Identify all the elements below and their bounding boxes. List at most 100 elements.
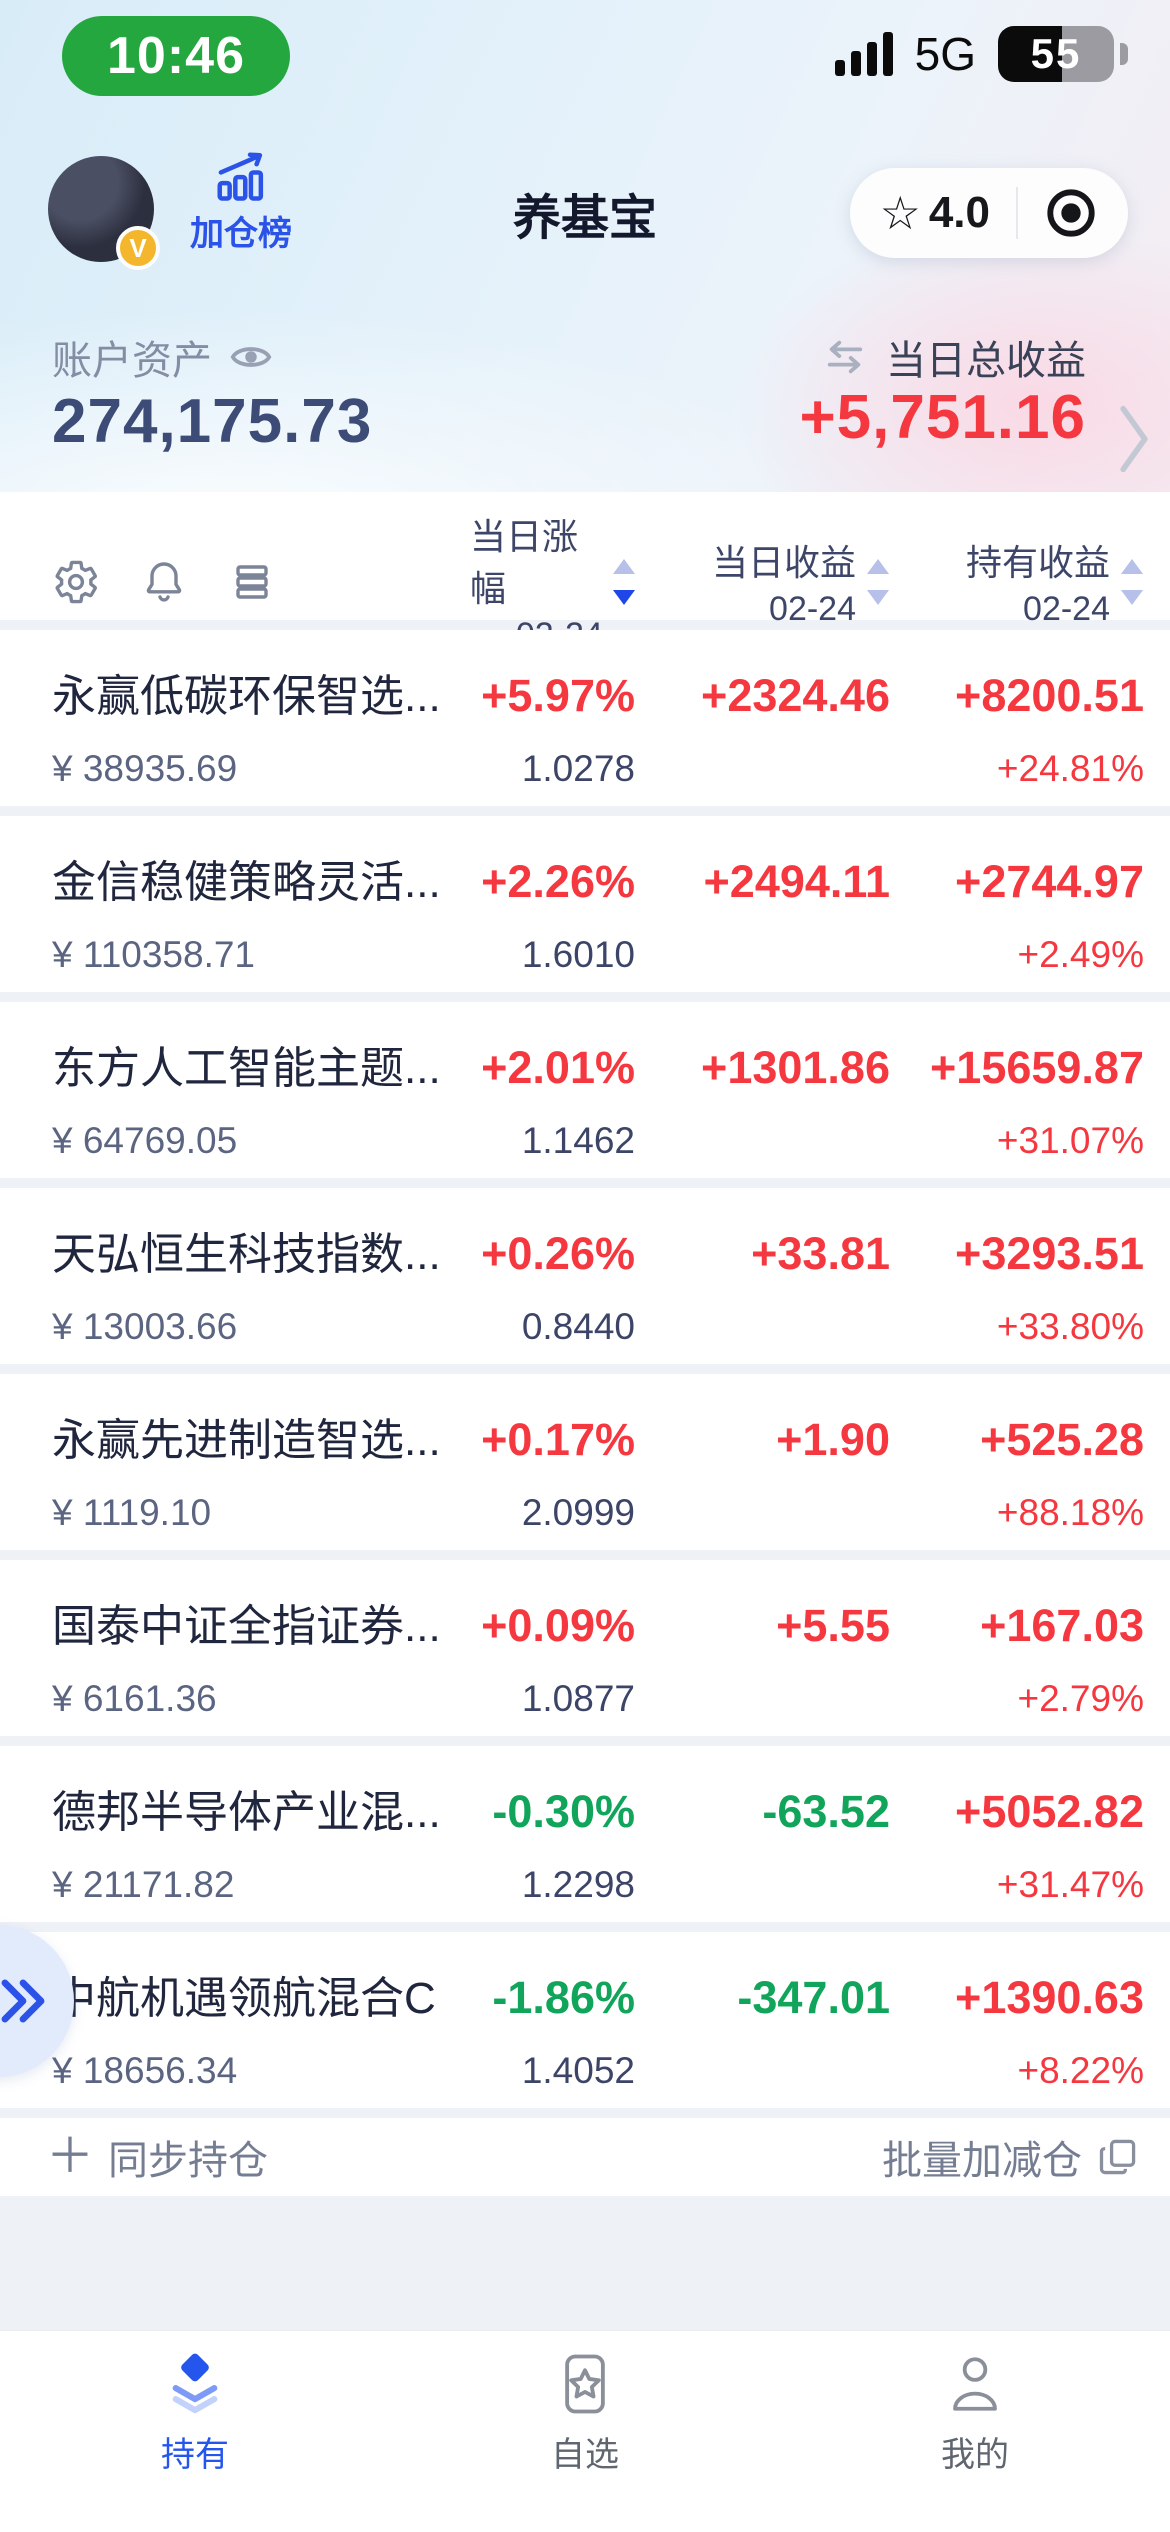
fund-nav: 1.4052 [521, 2050, 635, 2091]
fund-hold-percent: +31.07% [996, 1120, 1144, 1161]
fund-name: 德邦半导体产业混... [52, 1788, 441, 1837]
verified-badge: V [116, 226, 160, 270]
fund-row[interactable]: 国泰中证全指证券... +0.09% +5.55 +167.03 ¥ 6161.… [0, 1560, 1170, 1736]
battery-nub [1120, 43, 1128, 65]
miniprogram-capsule: ☆ 4.0 [849, 168, 1128, 258]
settings-gear-icon[interactable] [52, 558, 100, 606]
fund-list: 永赢低碳环保智选... +5.97% +2324.46 +8200.51 ¥ 3… [0, 630, 1170, 2108]
fund-row[interactable]: 永赢低碳环保智选... +5.97% +2324.46 +8200.51 ¥ 3… [0, 630, 1170, 806]
fund-hold-profit: +15659.87 [930, 1042, 1144, 1093]
toggle-visibility-eye-icon[interactable] [228, 334, 274, 380]
sort-column-daily[interactable]: 当日收益 02-24 [635, 534, 890, 629]
col-daily-label: 当日收益 [711, 542, 856, 583]
tab-holdings[interactable]: 持有 [0, 2331, 390, 2532]
fund-hold-percent: +2.49% [1017, 934, 1144, 975]
list-view-icon[interactable] [228, 558, 276, 606]
fund-daily-profit: -347.01 [737, 1972, 890, 2023]
fund-hold-percent: +2.79% [1017, 1678, 1144, 1719]
fund-hold-profit: +2744.97 [955, 856, 1144, 907]
fund-row[interactable]: 天弘恒生科技指数... +0.26% +33.81 +3293.51 ¥ 130… [0, 1188, 1170, 1364]
page-title: 养基宝 [512, 192, 657, 245]
col-hold-label: 持有收益 [965, 542, 1110, 583]
leaderboard-button[interactable]: 加仓榜 [186, 150, 296, 255]
fund-hold-profit: +525.28 [980, 1414, 1144, 1465]
fund-name: 东方人工智能主题... [52, 1044, 441, 1093]
holdings-layers-icon [172, 2353, 218, 2414]
notification-bell-icon[interactable] [140, 558, 188, 606]
fund-change: +0.17% [481, 1414, 635, 1465]
capsule-divider [1016, 187, 1018, 239]
fund-change: +5.97% [481, 670, 635, 721]
rising-bar-chart-icon [217, 152, 264, 201]
fund-name: 国泰中证全指证券... [52, 1602, 441, 1651]
detail-chevron-icon[interactable] [1112, 400, 1156, 478]
battery-icon: 55 [998, 26, 1114, 82]
fund-hold-profit: +167.03 [980, 1600, 1144, 1651]
fund-nav: 2.0999 [521, 1492, 635, 1533]
fund-change: +0.09% [481, 1600, 635, 1651]
daily-total-switch[interactable]: 当日总收益 [822, 328, 1086, 386]
holdings-card: 当日涨幅 02-24 当日收益 02-24 持有收益 [0, 492, 1170, 2196]
fund-daily-profit: +33.81 [751, 1228, 890, 1279]
col-daily-date: 02-24 [769, 590, 856, 628]
fund-hold-percent: +24.81% [996, 748, 1144, 789]
sort-arrows-change [612, 558, 635, 605]
sync-holdings-button[interactable]: ＋ 同步持仓 [46, 2128, 268, 2186]
fund-daily-profit: +2494.11 [703, 856, 890, 907]
profile-person-icon [953, 2357, 997, 2411]
sync-row: ＋ 同步持仓 批量加减仓 [0, 2118, 1170, 2196]
app-header: V 加仓榜 养基宝 ☆ 4.0 [0, 150, 1170, 290]
fund-row[interactable]: 金信稳健策略灵活... +2.26% +2494.11 +2744.97 ¥ 1… [0, 816, 1170, 992]
batch-adjust-button[interactable]: 批量加减仓 [882, 2128, 1140, 2186]
plus-icon: ＋ [46, 2130, 95, 2183]
tab-watchlist[interactable]: 自选 [390, 2331, 780, 2532]
fund-hold-percent: +33.80% [996, 1306, 1144, 1347]
battery-percent: 55 [1030, 30, 1082, 77]
fund-nav: 0.8440 [521, 1306, 635, 1347]
assets-value: 274,175.73 [52, 387, 373, 456]
fund-daily-profit: +5.55 [776, 1600, 890, 1651]
tab-holdings-label: 持有 [161, 2436, 229, 2474]
fund-row[interactable]: 永赢先进制造智选... +0.17% +1.90 +525.28 ¥ 1119.… [0, 1374, 1170, 1550]
tab-profile[interactable]: 我的 [780, 2331, 1170, 2532]
fund-daily-profit: +1.90 [776, 1414, 890, 1465]
tab-profile-label: 我的 [941, 2436, 1009, 2474]
fund-nav: 1.1462 [521, 1120, 635, 1161]
fund-amount: ¥ 21171.82 [52, 1864, 235, 1905]
double-chevron-right-icon [1, 1979, 45, 2023]
sort-arrows-hold [1120, 558, 1144, 605]
fund-change: +0.26% [481, 1228, 635, 1279]
star-icon: ☆ [879, 187, 921, 239]
col-hold-date: 02-24 [1023, 590, 1110, 628]
fund-row[interactable]: 德邦半导体产业混... -0.30% -63.52 +5052.82 ¥ 211… [0, 1746, 1170, 1922]
swap-arrows-icon [827, 340, 863, 374]
status-bar: 10:46 5G 55 [0, 0, 1170, 110]
fund-change: +2.26% [481, 856, 635, 907]
fund-change: -0.30% [492, 1786, 635, 1837]
fund-name: 永赢低碳环保智选... [52, 672, 441, 721]
tab-bar: 持有 自选 我的 [0, 2330, 1170, 2532]
fund-name: 永赢先进制造智选... [52, 1416, 441, 1465]
fund-name: 天弘恒生科技指数... [52, 1230, 441, 1279]
capsule-record-icon[interactable] [1044, 186, 1098, 240]
status-time: 10:46 [107, 27, 245, 85]
fund-row[interactable]: 中航机遇领航混合C -1.86% -347.01 +1390.63 ¥ 1865… [0, 1932, 1170, 2108]
fund-amount: ¥ 18656.34 [52, 2050, 238, 2091]
daily-total-label: 当日总收益 [886, 339, 1086, 383]
status-time-pill[interactable]: 10:46 [62, 16, 290, 96]
fund-amount: ¥ 6161.36 [52, 1678, 217, 1719]
fund-hold-profit: +8200.51 [955, 670, 1144, 721]
fund-name: 金信稳健策略灵活... [52, 858, 441, 907]
table-header: 当日涨幅 02-24 当日收益 02-24 持有收益 [0, 492, 1170, 654]
fund-change: +2.01% [481, 1042, 635, 1093]
fund-row[interactable]: 东方人工智能主题... +2.01% +1301.86 +15659.87 ¥ … [0, 1002, 1170, 1178]
fund-hold-profit: +5052.82 [955, 1786, 1144, 1837]
sort-column-hold[interactable]: 持有收益 02-24 [890, 534, 1144, 629]
signal-strength-icon [834, 32, 893, 76]
fund-hold-profit: +1390.63 [955, 1972, 1144, 2023]
avatar[interactable]: V [48, 156, 160, 270]
rating-value[interactable]: 4.0 [928, 188, 990, 237]
watchlist-star-card-icon [565, 2354, 605, 2414]
top-section: 10:46 5G 55 V [0, 0, 1170, 492]
fund-hold-percent: +8.22% [1017, 2050, 1144, 2091]
